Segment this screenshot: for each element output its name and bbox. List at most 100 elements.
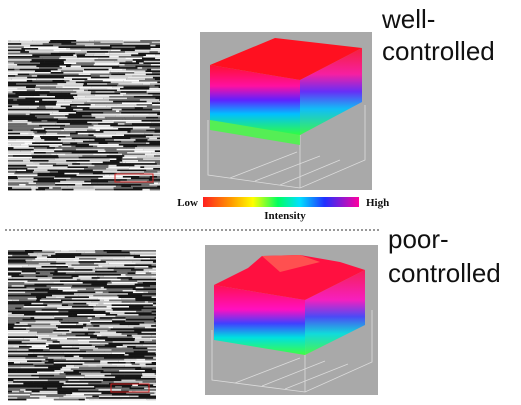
texture-stroke: [60, 126, 89, 128]
texture-stroke: [70, 65, 81, 68]
texture-stroke: [30, 110, 59, 112]
texture-stroke: [8, 298, 12, 300]
texture-stroke: [154, 155, 160, 157]
texture-stroke: [26, 387, 43, 390]
texture-stroke: [35, 89, 51, 92]
texture-stroke: [59, 373, 66, 375]
texture-stroke: [102, 256, 125, 258]
texture-stroke: [86, 354, 109, 356]
texture-stroke: [146, 129, 160, 132]
texture-stroke: [8, 314, 25, 316]
texture-stroke: [139, 323, 156, 326]
texture-stroke: [121, 301, 145, 303]
texture-stroke: [122, 346, 128, 348]
texture-stroke: [123, 41, 135, 44]
texture-stroke: [54, 389, 79, 391]
texture-stroke: [8, 182, 29, 184]
texture-stroke: [8, 163, 36, 165]
texture-stroke: [109, 153, 123, 156]
texture-stroke: [30, 187, 39, 189]
texture-stroke: [54, 317, 61, 319]
texture-stroke: [157, 176, 160, 178]
block-top-peak: [262, 255, 320, 272]
texture-stroke: [34, 362, 45, 364]
texture-stroke: [70, 92, 91, 95]
texture-stroke: [33, 169, 48, 172]
texture-stroke: [44, 306, 73, 308]
texture-stroke: [120, 278, 129, 281]
texture-stroke: [8, 302, 32, 305]
texture-stroke: [8, 179, 38, 181]
texture-stroke: [55, 253, 78, 255]
texture-stroke: [123, 86, 127, 88]
texture-stroke: [122, 272, 128, 274]
texture-stroke: [80, 278, 98, 281]
texture-stroke: [8, 394, 30, 396]
texture-stroke: [72, 78, 88, 80]
texture-stroke: [54, 270, 58, 273]
texture-stroke: [149, 184, 160, 186]
texture-stroke: [55, 123, 65, 125]
texture-stroke: [93, 398, 122, 401]
texture-stroke: [60, 54, 68, 56]
texture-stroke: [138, 52, 160, 55]
texture-stroke: [94, 250, 104, 252]
texture-stroke: [91, 283, 107, 286]
texture-stroke: [142, 282, 156, 284]
texture-stroke: [125, 57, 143, 60]
texture-stroke: [35, 70, 51, 72]
texture-stroke: [146, 155, 155, 157]
texture-stroke: [85, 288, 95, 290]
texture-stroke: [34, 322, 61, 324]
texture-stroke: [143, 310, 152, 313]
texture-stroke: [75, 309, 94, 311]
texture-stroke: [34, 100, 40, 103]
block-side: [305, 270, 365, 355]
texture-stroke: [8, 374, 32, 377]
texture-stroke: [29, 57, 43, 60]
texture-stroke: [123, 368, 136, 370]
texture-stroke: [64, 254, 85, 257]
texture-stroke: [86, 118, 107, 120]
texture-stroke: [62, 148, 76, 151]
texture-stroke: [48, 174, 77, 176]
texture-stroke: [37, 166, 68, 168]
texture-stroke: [78, 57, 99, 60]
texture-stroke: [132, 60, 136, 63]
texture-stroke: [136, 156, 160, 159]
texture-stroke: [17, 94, 32, 96]
texture-stroke: [118, 296, 132, 298]
texture-stroke: [106, 288, 133, 290]
texture-stroke: [26, 52, 51, 55]
texture-stroke: [40, 288, 50, 290]
texture-stroke: [87, 129, 96, 132]
texture-stroke: [8, 132, 21, 135]
texture-stroke: [24, 285, 47, 287]
texture-stroke: [20, 132, 29, 135]
texture-stroke: [52, 293, 74, 295]
texture-stroke: [89, 341, 108, 343]
texture-stroke: [47, 291, 67, 294]
texture-stroke: [111, 307, 132, 310]
texture-stroke: [76, 110, 93, 112]
texture-stroke: [98, 142, 108, 144]
texture-stroke: [65, 153, 94, 156]
texture-stroke: [8, 357, 26, 359]
texture-stroke: [102, 120, 113, 122]
texture-stroke: [124, 371, 154, 374]
texture-stroke: [142, 136, 146, 138]
texture-stroke: [47, 357, 62, 359]
texture-stroke: [122, 99, 140, 101]
texture-stroke: [107, 161, 120, 164]
texture-stroke: [36, 107, 46, 109]
texture-stroke: [88, 126, 114, 128]
texture-stroke: [71, 41, 101, 44]
texture-stroke: [27, 280, 39, 282]
texture-stroke: [118, 144, 131, 146]
texture-stroke: [87, 78, 115, 80]
texture-stroke: [55, 184, 76, 186]
texture-stroke: [34, 115, 66, 117]
texture-stroke: [94, 52, 105, 55]
texture-stroke: [37, 278, 51, 281]
texture-stroke: [33, 131, 38, 133]
